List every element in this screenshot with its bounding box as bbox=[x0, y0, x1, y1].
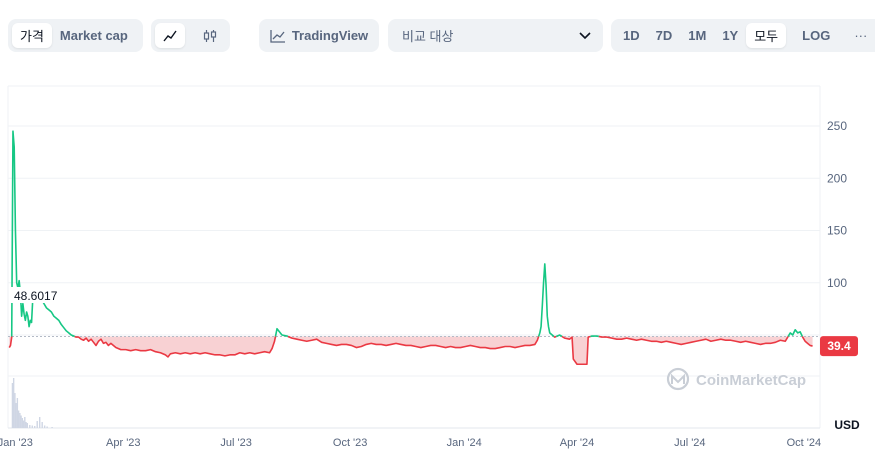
x-tick-label: Jan '24 bbox=[447, 437, 482, 449]
y-axis-ticks: 100 150 200 250 bbox=[827, 119, 847, 290]
volume-bar bbox=[43, 425, 46, 428]
price-line-up-segment bbox=[274, 327, 289, 338]
chart-style-toggle bbox=[151, 19, 230, 52]
volume-bar bbox=[34, 426, 36, 428]
x-axis-ticks: Jan '23 Apr '23 Jul '23 Oct '23 Jan '24 Apr '… bbox=[0, 437, 821, 449]
volume-bar bbox=[26, 423, 28, 428]
volume-bar bbox=[12, 378, 15, 428]
volume-bar bbox=[24, 417, 26, 428]
tab-price[interactable]: 가격 bbox=[12, 23, 52, 48]
y-tick-label: 250 bbox=[827, 119, 847, 133]
coinmarketcap-watermark: CoinMarketCap bbox=[666, 367, 806, 391]
price-line-up-segment bbox=[555, 334, 563, 338]
below-baseline-fill bbox=[9, 336, 813, 365]
chart-grid bbox=[7, 85, 821, 429]
tradingview-chart-icon bbox=[270, 29, 285, 43]
price-line bbox=[8, 130, 813, 366]
current-price-badge bbox=[820, 336, 858, 357]
volume-bar bbox=[51, 427, 53, 428]
more-options-button[interactable]: ··· bbox=[854, 28, 868, 43]
volume-bar bbox=[25, 422, 27, 428]
volume-bar bbox=[41, 422, 43, 428]
baseline-label: 48.6017 bbox=[14, 289, 58, 303]
x-tick-label: Jul '24 bbox=[674, 437, 705, 449]
volume-bar bbox=[46, 426, 48, 428]
volume-bar bbox=[21, 418, 24, 428]
x-tick-label: Oct '23 bbox=[333, 437, 368, 449]
price-line-down-segment bbox=[74, 335, 277, 358]
range-1m[interactable]: 1M bbox=[688, 28, 707, 43]
volume-bar bbox=[19, 413, 21, 428]
chevron-down-icon bbox=[579, 31, 591, 39]
volume-bar bbox=[38, 417, 41, 428]
volume-bar bbox=[11, 383, 14, 428]
price-line-up-segment bbox=[10, 130, 76, 338]
line-chart-button[interactable] bbox=[155, 23, 185, 48]
chart-type-tabs: 가격 Market cap bbox=[8, 19, 143, 52]
below-baseline-area bbox=[9, 336, 813, 365]
current-price-label: 39.4 bbox=[827, 339, 851, 353]
volume-bar bbox=[29, 425, 31, 428]
range-all[interactable]: 모두 bbox=[746, 23, 787, 48]
candlestick-button[interactable] bbox=[195, 23, 225, 48]
volume-bar bbox=[14, 393, 16, 428]
price-line-down-segment bbox=[598, 335, 789, 346]
y-tick-label: 100 bbox=[827, 276, 847, 290]
watermark-text: CoinMarketCap bbox=[696, 372, 806, 389]
price-line-down-segment bbox=[8, 336, 13, 348]
volume-bar bbox=[36, 421, 38, 428]
x-tick-label: Apr '24 bbox=[560, 437, 595, 449]
price-line-down-segment bbox=[287, 335, 540, 350]
volume-bar bbox=[31, 425, 33, 428]
range-7d[interactable]: 7D bbox=[655, 28, 673, 43]
x-tick-label: Apr '23 bbox=[106, 437, 141, 449]
x-tick-label: Jan '23 bbox=[0, 437, 33, 449]
price-line-up-segment bbox=[537, 263, 555, 338]
compare-select[interactable]: 비교 대상 bbox=[388, 19, 603, 52]
volume-bar bbox=[17, 410, 20, 428]
price-line-down-segment bbox=[561, 335, 591, 366]
tradingview-content: TradingView bbox=[262, 23, 376, 48]
volume-bar bbox=[15, 403, 17, 428]
price-line-down-segment bbox=[801, 336, 813, 347]
volume-bars bbox=[11, 378, 53, 428]
volume-bar bbox=[20, 415, 22, 428]
compare-placeholder: 비교 대상 bbox=[402, 29, 454, 44]
baseline-label-bg bbox=[11, 287, 61, 303]
price-line-up-segment bbox=[787, 328, 804, 337]
tab-market-cap[interactable]: Market cap bbox=[59, 28, 128, 43]
range-1y[interactable]: 1Y bbox=[722, 28, 739, 43]
tradingview-button[interactable]: TradingView bbox=[259, 19, 379, 52]
currency-label: USD bbox=[834, 418, 860, 432]
x-tick-label: Jul '23 bbox=[220, 437, 251, 449]
chart-toolbar: 가격 Market cap TradingView 비교 대 bbox=[0, 0, 875, 70]
line-chart-icon bbox=[163, 30, 177, 41]
x-tick-label: Oct '24 bbox=[787, 437, 822, 449]
candlestick-icon bbox=[203, 29, 217, 42]
y-tick-label: 150 bbox=[827, 224, 847, 238]
y-tick-label: 200 bbox=[827, 171, 847, 185]
coinmarketcap-logo-icon bbox=[666, 367, 690, 391]
range-controls: 1D 7D 1M 1Y 모두 LOG ··· bbox=[611, 19, 875, 52]
tradingview-label: TradingView bbox=[291, 28, 369, 43]
coinmarketcap-logo-mark bbox=[671, 373, 685, 384]
price-line-down-segment bbox=[553, 335, 557, 338]
log-scale-button[interactable]: LOG bbox=[802, 28, 831, 43]
volume-bar bbox=[22, 420, 25, 428]
range-1d[interactable]: 1D bbox=[623, 28, 640, 43]
volume-bar bbox=[16, 398, 19, 428]
